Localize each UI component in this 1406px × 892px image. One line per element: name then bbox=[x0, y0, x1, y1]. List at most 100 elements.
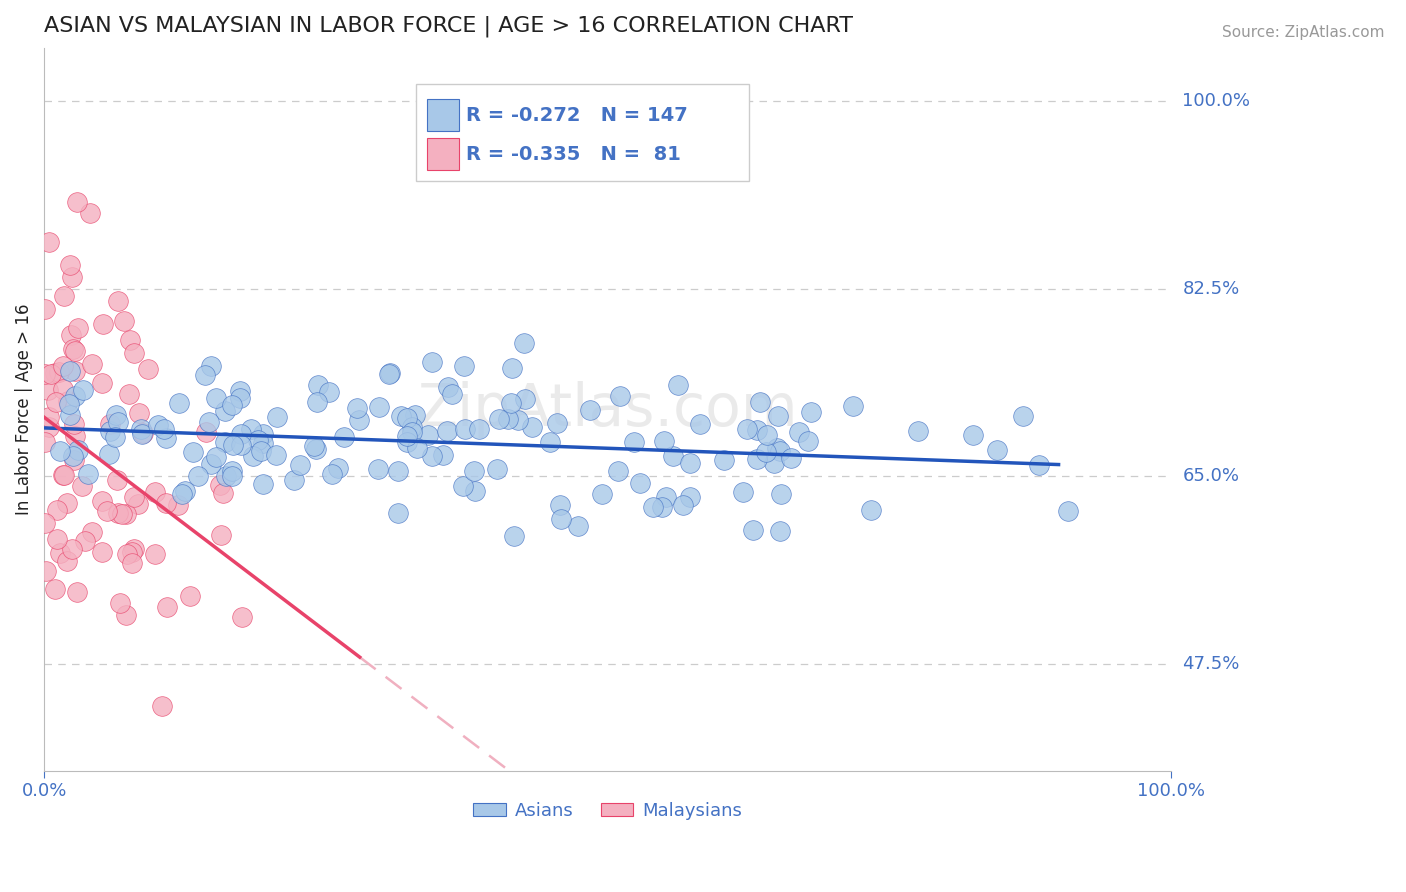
Point bbox=[436, 380, 458, 394]
Point bbox=[264, 448, 287, 462]
Point bbox=[367, 401, 389, 415]
Text: 47.5%: 47.5% bbox=[1182, 655, 1240, 673]
Point bbox=[49, 443, 72, 458]
Point bbox=[194, 368, 217, 383]
Point bbox=[34, 301, 56, 316]
Point bbox=[60, 327, 83, 342]
Point bbox=[252, 436, 274, 450]
Point bbox=[841, 399, 863, 413]
Point bbox=[129, 422, 152, 436]
Point bbox=[204, 450, 226, 465]
Point bbox=[440, 387, 463, 401]
Point bbox=[59, 364, 82, 378]
Point bbox=[194, 425, 217, 439]
Point bbox=[485, 462, 508, 476]
Point bbox=[121, 556, 143, 570]
Point bbox=[252, 477, 274, 491]
Point bbox=[115, 507, 138, 521]
FancyBboxPatch shape bbox=[416, 84, 748, 181]
Point bbox=[347, 413, 370, 427]
Point bbox=[769, 444, 792, 458]
Point bbox=[769, 487, 792, 501]
Point bbox=[58, 397, 80, 411]
Point bbox=[606, 464, 628, 478]
Point bbox=[155, 431, 177, 445]
Point bbox=[307, 378, 329, 392]
Point bbox=[609, 389, 631, 403]
Point bbox=[200, 359, 222, 374]
Point bbox=[651, 500, 673, 514]
Point bbox=[98, 425, 121, 439]
Point bbox=[37, 384, 59, 398]
Point bbox=[643, 500, 665, 514]
Point bbox=[404, 408, 426, 422]
Point bbox=[326, 460, 349, 475]
Point bbox=[214, 434, 236, 449]
Point bbox=[58, 408, 80, 422]
Point bbox=[780, 451, 803, 466]
Point bbox=[367, 462, 389, 476]
Point bbox=[122, 490, 145, 504]
Point bbox=[755, 445, 778, 459]
Point bbox=[150, 699, 173, 714]
Point bbox=[579, 402, 602, 417]
Point bbox=[53, 467, 76, 482]
Point bbox=[962, 427, 984, 442]
Point bbox=[395, 434, 418, 449]
Point bbox=[548, 499, 571, 513]
Point bbox=[756, 428, 779, 442]
Point bbox=[46, 532, 69, 546]
Point bbox=[53, 289, 76, 303]
Point bbox=[62, 343, 84, 357]
Point bbox=[333, 430, 356, 444]
Point bbox=[546, 417, 568, 431]
Point bbox=[35, 564, 58, 578]
Point bbox=[420, 449, 443, 463]
Point bbox=[538, 435, 561, 450]
Text: ZipAtlas.com: ZipAtlas.com bbox=[418, 381, 799, 438]
Point bbox=[318, 385, 340, 400]
Point bbox=[907, 424, 929, 438]
Point bbox=[503, 529, 526, 543]
Point bbox=[420, 355, 443, 369]
Point bbox=[307, 394, 329, 409]
Point bbox=[305, 442, 328, 457]
Point bbox=[34, 368, 56, 382]
Point bbox=[231, 427, 253, 442]
Point bbox=[121, 545, 143, 559]
Text: 82.5%: 82.5% bbox=[1182, 280, 1240, 298]
Point bbox=[395, 411, 418, 425]
Point bbox=[321, 467, 343, 482]
Point bbox=[748, 394, 770, 409]
Text: Source: ZipAtlas.com: Source: ZipAtlas.com bbox=[1222, 25, 1385, 40]
Point bbox=[679, 490, 702, 504]
Point bbox=[731, 484, 754, 499]
Point bbox=[745, 423, 768, 437]
Text: 100.0%: 100.0% bbox=[1182, 92, 1250, 111]
Point bbox=[45, 395, 67, 409]
Point bbox=[231, 610, 253, 624]
Point bbox=[156, 599, 179, 614]
Point bbox=[173, 483, 195, 498]
Point bbox=[762, 457, 785, 471]
Point bbox=[39, 368, 62, 382]
Point bbox=[655, 490, 678, 504]
Point bbox=[70, 479, 93, 493]
Point bbox=[200, 457, 222, 471]
Point bbox=[51, 359, 73, 374]
Point bbox=[136, 362, 159, 376]
Point bbox=[666, 378, 689, 392]
Point bbox=[63, 428, 86, 442]
Point bbox=[387, 506, 409, 520]
Point bbox=[628, 476, 651, 491]
Point bbox=[671, 498, 693, 512]
Point bbox=[145, 547, 167, 561]
Point bbox=[60, 541, 83, 556]
Point bbox=[72, 384, 94, 398]
Point bbox=[45, 503, 67, 517]
Point bbox=[91, 376, 114, 390]
Point bbox=[283, 473, 305, 487]
Point bbox=[212, 486, 235, 500]
Point bbox=[38, 235, 60, 250]
Bar bbox=[427, 138, 458, 170]
